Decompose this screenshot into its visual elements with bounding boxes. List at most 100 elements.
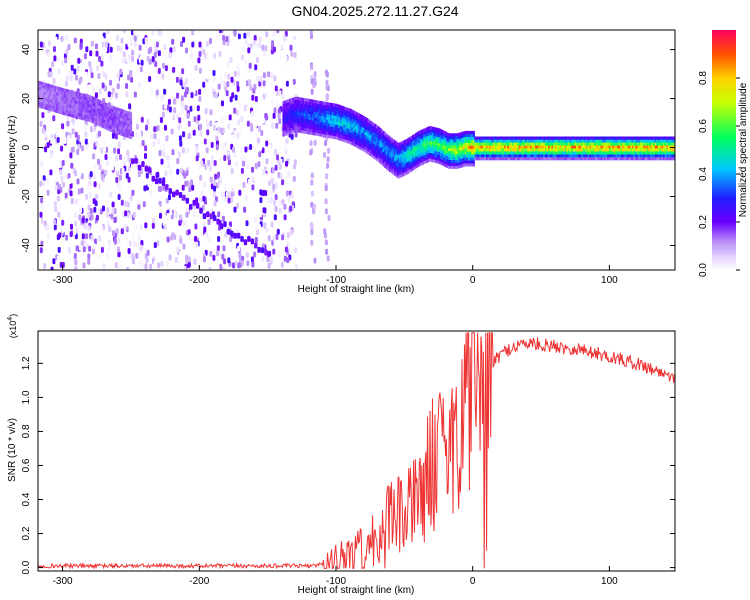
- spectrogram-ridge-cell: [462, 149, 465, 153]
- spectrogram-ridge-cell: [285, 126, 288, 130]
- spectrogram-ridge-cell: [321, 116, 324, 120]
- spectrogram-ridge-cell: [602, 142, 605, 146]
- spectrogram-noise-cell: [133, 220, 137, 226]
- spectrogram-noise-cell: [193, 258, 197, 264]
- spectrogram-noise-cell: [53, 55, 57, 62]
- y-tick-label: 20: [21, 93, 32, 105]
- spectrogram-ridge-cell: [449, 148, 452, 152]
- spectrogram-ridge-cell: [128, 135, 131, 139]
- spectrogram-ridge-cell: [298, 97, 301, 101]
- spectrogram-noise-cell: [196, 105, 200, 112]
- spectrogram-ridge-cell: [46, 101, 49, 105]
- spectrogram-ridge-cell: [461, 143, 464, 147]
- spectrogram-ridge-cell: [351, 124, 354, 128]
- spectrogram-noise-cell: [189, 72, 193, 78]
- spectrogram-noise-cell: [243, 126, 247, 133]
- spectrogram-ridge-cell: [658, 145, 661, 149]
- spectrogram-ridge-cell: [595, 136, 598, 140]
- spectrogram-noise-cell: [267, 71, 271, 78]
- spectrogram-ridge-cell: [105, 114, 108, 118]
- spectrogram-noise-cell: [60, 35, 64, 42]
- spectrogram-ridge-cell: [505, 145, 508, 149]
- spectrogram-ridge-cell: [403, 157, 406, 161]
- spectrogram-ridge-cell: [354, 135, 357, 139]
- spectrogram-ridge-cell: [375, 148, 379, 152]
- spectrogram-ridge-cell: [646, 136, 649, 140]
- spectrogram-ridge-cell: [389, 145, 392, 149]
- spectrogram-ridge-cell: [297, 108, 300, 112]
- spectrogram-noise-cell: [275, 234, 279, 240]
- spectrogram-ridge-cell: [600, 145, 603, 149]
- spectrogram-ridge-cell: [669, 142, 672, 146]
- spectrogram-noise-cell: [243, 206, 247, 213]
- spectrogram-ridge-cell: [425, 133, 428, 137]
- spectrogram-ridge-cell: [57, 107, 60, 111]
- spectrogram-ridge-cell: [415, 153, 418, 157]
- spectrogram-ridge-cell: [640, 154, 643, 158]
- spectrogram-ridge-cell: [70, 114, 73, 118]
- spectrogram-ridge-cell: [649, 154, 652, 158]
- spectrogram-noise-cell: [213, 160, 217, 166]
- spectrogram-ridge-cell: [61, 108, 64, 112]
- spectrogram-noise-cell: [64, 173, 67, 180]
- spectrogram-ridge-cell: [510, 142, 513, 146]
- spectrogram-noise-cell: [262, 80, 266, 87]
- spectrogram-ridge-cell: [394, 169, 397, 173]
- spectrogram-ridge-cell: [106, 109, 110, 113]
- spectrogram-ridge-cell: [416, 146, 420, 150]
- spectrogram-ridge-cell: [572, 154, 575, 158]
- colorbar-tick-label: 0.8: [698, 71, 709, 85]
- spectrogram-ridge-cell: [618, 154, 621, 158]
- spectrogram-ridge-cell: [571, 145, 574, 149]
- spectrogram-ridge-cell: [528, 139, 531, 143]
- spectrogram-ridge-cell: [123, 130, 126, 134]
- spectrogram-noise-cell: [54, 206, 58, 213]
- spectrogram-ridge-cell: [380, 150, 383, 154]
- spectrogram-ridge-cell: [490, 148, 493, 152]
- spectrogram-ridge-cell: [307, 113, 310, 117]
- spectrogram-ridge-cell: [356, 115, 359, 119]
- spectrogram-noise-cell: [100, 55, 104, 62]
- spectrogram-ridge-cell: [80, 104, 83, 109]
- spectrogram-ridge-cell: [546, 148, 549, 152]
- spectrogram-ridge-cell: [494, 157, 497, 161]
- spectrogram-ridge-cell: [367, 151, 370, 155]
- spectrogram-noise-cell: [61, 226, 65, 233]
- spectrogram-ridge-cell: [587, 157, 590, 161]
- spectrogram-ridge-cell: [671, 148, 674, 152]
- spectrogram-ridge-cell: [446, 153, 449, 157]
- spectrogram-ridge-cell: [562, 142, 566, 146]
- spectrogram-noise-cell: [178, 251, 182, 258]
- spectrogram-ridge-cell: [336, 110, 339, 114]
- spectrogram-ridge-cell: [384, 152, 387, 157]
- spectrogram-noise-cell: [212, 254, 216, 261]
- spectrogram-noise-cell: [136, 65, 140, 71]
- spectrogram-noise-cell: [208, 236, 211, 243]
- spectrogram-noise-cell: [187, 229, 191, 236]
- colorbar-tick-label: 0.0: [698, 263, 709, 277]
- spectrogram-ridge-cell: [372, 134, 375, 138]
- spectrogram-ridge-cell: [52, 91, 55, 95]
- spectrogram-ridge-cell: [441, 130, 444, 134]
- spectrogram-ridge-cell: [581, 145, 584, 149]
- spectrogram-ridge-cell: [392, 145, 395, 149]
- spectrogram-ridge-cell: [464, 136, 467, 140]
- spectrogram-ridge-cell: [626, 145, 630, 149]
- spectrogram-ridge-cell: [518, 139, 521, 143]
- spectrogram-ridge-cell: [377, 158, 380, 162]
- spectrogram-ridge-cell: [90, 107, 93, 111]
- spectrogram-ridge-cell: [651, 151, 654, 155]
- spectrogram-ridge-cell: [328, 105, 331, 109]
- spectrogram-ridge-cell: [572, 157, 575, 161]
- spectrogram-ridge-cell: [346, 125, 349, 129]
- spectrogram-noise-cell: [208, 83, 211, 90]
- spectrogram-ridge-cell: [74, 103, 77, 107]
- spectrogram-noise-cell: [287, 171, 291, 178]
- spectrogram-ridge-cell: [585, 142, 589, 146]
- spectrogram-ridge-cell: [666, 145, 669, 149]
- spectrogram-ridge-cell: [111, 126, 114, 130]
- spectrogram-ridge-cell: [387, 152, 390, 157]
- spectrogram-noise-cell: [289, 229, 293, 236]
- spectrogram-ridge-cell: [352, 119, 356, 123]
- spectrogram-noise-cell: [87, 211, 91, 218]
